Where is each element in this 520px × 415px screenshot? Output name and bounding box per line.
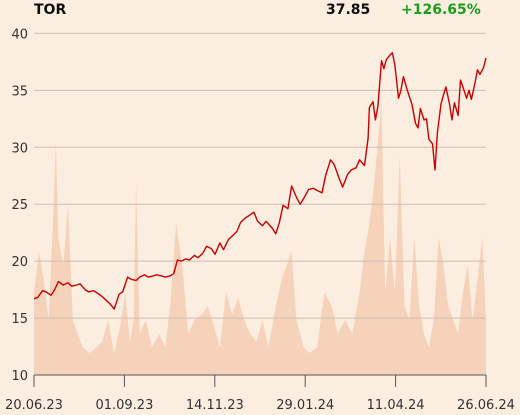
ticker-symbol: TOR [34,2,67,18]
axes: 10 15 20 25 30 35 40 20.06.23 01.09.23 14.11.23 29… [5,27,515,413]
percent-change: +126.65% [401,2,481,18]
x-tick-label: 29.01.24 [276,398,334,413]
y-tick-label: 10 [11,369,28,384]
volume-layer [34,102,486,376]
price-line [33,52,487,310]
last-price: 37.85 [326,2,371,18]
x-tick-label: 11.04.24 [367,398,425,413]
x-tick-label: 01.09.23 [95,398,153,413]
x-tick-label: 26.06.24 [457,398,515,413]
y-tick-label: 40 [11,27,28,42]
y-tick-label: 15 [11,312,28,327]
y-tick-label: 25 [11,198,28,213]
price-line-layer [33,52,487,310]
y-tick-label: 20 [11,255,28,270]
y-tick-label: 35 [11,84,28,99]
x-tick-label: 20.06.23 [5,398,63,413]
volume-area [34,102,486,376]
x-tick-label: 14.11.23 [186,398,244,413]
y-tick-label: 30 [11,141,28,156]
